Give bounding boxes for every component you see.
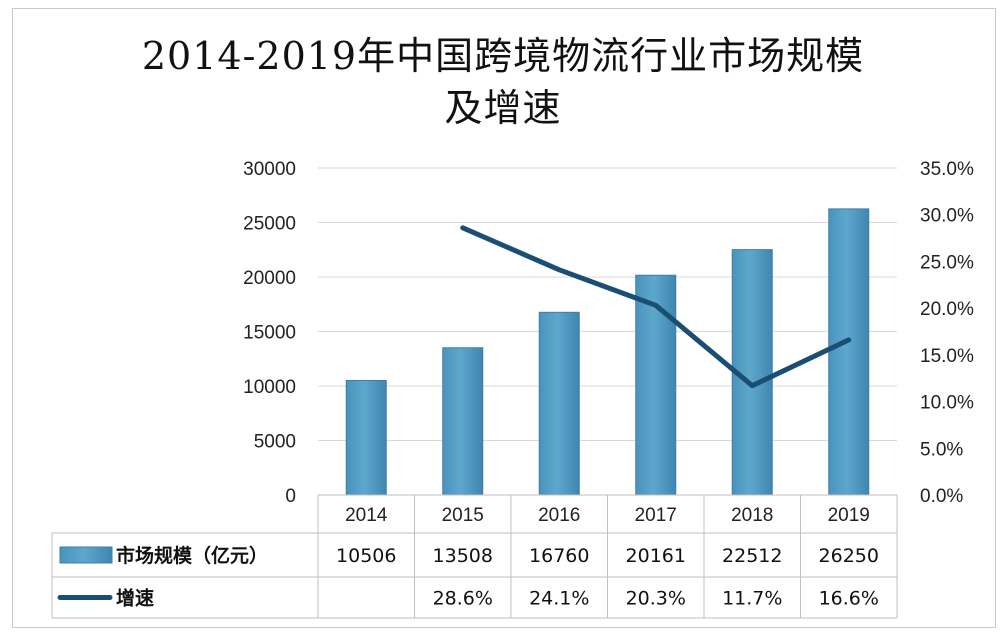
y-left-tick-label: 30000 xyxy=(243,159,296,180)
y-left-tick-label: 5000 xyxy=(254,432,296,453)
x-tick-label: 2017 xyxy=(635,505,677,526)
chart-title: 2014-2019年中国跨境物流行业市场规模 及增速 xyxy=(141,34,865,130)
data-label-market-size: 10506 xyxy=(336,545,396,567)
y-right-tick-label: 15.0% xyxy=(920,346,974,367)
legend-label-growth: 增速 xyxy=(116,587,154,610)
x-tick-label: 2018 xyxy=(731,505,773,526)
y-right-tick-label: 5.0% xyxy=(920,439,963,460)
data-label-market-size: 16760 xyxy=(529,545,589,567)
x-tick-label: 2019 xyxy=(828,505,870,526)
data-label-market-size: 26250 xyxy=(819,545,879,567)
y-right-tick-label: 20.0% xyxy=(920,299,974,320)
x-tick-label: 2014 xyxy=(345,505,388,526)
bar xyxy=(538,311,580,496)
data-label-growth: 24.1% xyxy=(529,588,589,610)
growth-line xyxy=(460,225,852,389)
data-label-market-size: 22512 xyxy=(722,545,782,567)
bar xyxy=(442,347,484,496)
data-label-growth: 11.7% xyxy=(722,588,782,610)
y-left-tick-label: 15000 xyxy=(243,323,296,344)
y-right-tick-label: 35.0% xyxy=(920,159,974,180)
y-right-tick-label: 25.0% xyxy=(920,252,974,273)
data-label-growth: 28.6% xyxy=(433,588,493,610)
y-left-tick-label: 10000 xyxy=(243,377,296,398)
data-label-growth: 20.3% xyxy=(626,588,686,610)
bar xyxy=(345,379,387,496)
y-right-tick-label: 0.0% xyxy=(920,486,963,507)
y-right-tick-label: 10.0% xyxy=(920,393,974,414)
bar xyxy=(635,274,677,496)
x-tick-label: 2016 xyxy=(538,505,580,526)
y-right-tick-label: 30.0% xyxy=(920,206,974,227)
data-label-growth: 16.6% xyxy=(819,588,879,610)
data-label-market-size: 13508 xyxy=(433,545,493,567)
x-tick-label: 2015 xyxy=(442,505,484,526)
y-left-tick-label: 20000 xyxy=(243,268,296,289)
legend-label-market-size: 市场规模（亿元） xyxy=(116,544,268,567)
data-label-market-size: 20161 xyxy=(626,545,686,567)
y-left-tick-label: 25000 xyxy=(243,214,296,235)
legend-bar-swatch xyxy=(59,546,113,564)
bar xyxy=(828,208,870,496)
y-left-tick-label: 0 xyxy=(285,486,296,507)
